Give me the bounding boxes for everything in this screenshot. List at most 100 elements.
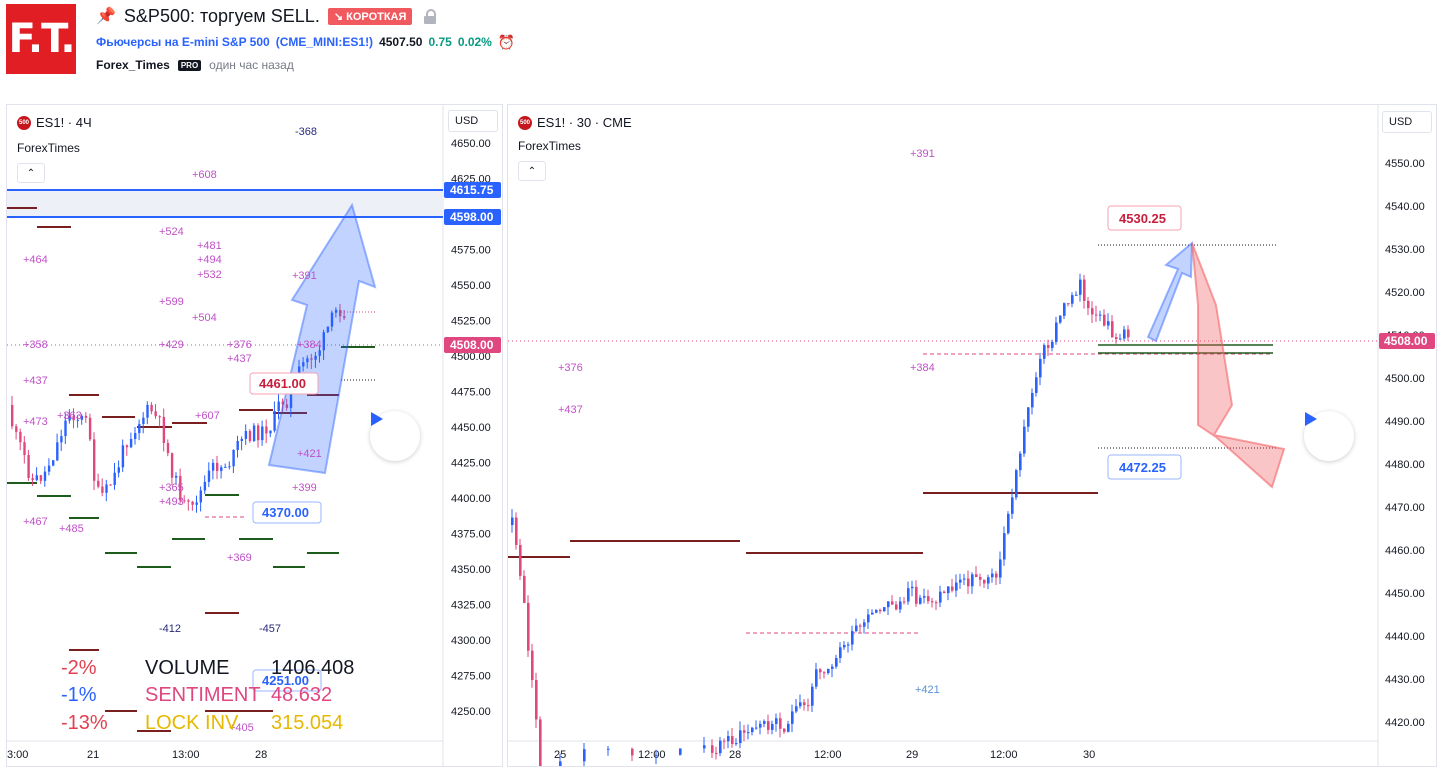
- x-tick-label: 28: [729, 749, 741, 761]
- stat-name: VOLUME: [145, 657, 229, 679]
- y-tick-label: 4450.00: [451, 422, 491, 434]
- candle-body: [827, 668, 830, 674]
- price-badge-box: [1379, 333, 1435, 349]
- candle-body: [583, 749, 586, 762]
- level-label: +437: [227, 353, 252, 365]
- candle-body: [919, 597, 922, 604]
- candle-body: [138, 423, 141, 434]
- y-tick-label: 4540.00: [1385, 201, 1425, 213]
- level-label: +599: [159, 296, 184, 308]
- candle-body: [519, 544, 522, 576]
- candle-body: [755, 727, 758, 729]
- collapse-button[interactable]: ⌃: [17, 163, 45, 183]
- symbol-code-link[interactable]: (CME_MINI:ES1!): [275, 35, 374, 49]
- candle-body: [248, 430, 252, 442]
- candle-body: [211, 462, 215, 471]
- play-button[interactable]: [370, 411, 420, 461]
- candle-body: [183, 500, 186, 502]
- idea-title: S&P500: торгуем SELL.: [123, 5, 320, 26]
- y-tick-label: 4300.00: [451, 635, 491, 647]
- level-label: +493: [159, 496, 184, 508]
- candle-body: [923, 596, 926, 598]
- candle-body: [991, 573, 994, 578]
- candle-body: [195, 502, 198, 505]
- right-chart-pane[interactable]: 4550.004540.004530.004520.004510.004500.…: [507, 104, 1437, 767]
- candle-body: [863, 622, 866, 627]
- candle-body: [76, 419, 79, 421]
- candle-body: [763, 721, 766, 724]
- candle-body: [199, 490, 202, 503]
- alarm-clock-icon[interactable]: ⏰: [497, 33, 516, 50]
- level-label: +607: [195, 410, 220, 422]
- level-label: +504: [192, 312, 217, 324]
- published-time: один час назад: [209, 58, 294, 72]
- level-label: -457: [259, 623, 281, 635]
- candle-body: [607, 748, 610, 750]
- candle-body: [751, 727, 754, 733]
- candle-body: [306, 358, 309, 363]
- y-tick-label: 4430.00: [1385, 674, 1425, 686]
- candle-body: [727, 736, 730, 742]
- price-callout-box: [1107, 454, 1182, 480]
- candle-body: [39, 475, 43, 481]
- candle-body: [719, 740, 722, 754]
- level-label: +481: [197, 240, 222, 252]
- level-label: +391: [292, 270, 317, 282]
- left-symbol-label[interactable]: 500 ES1! · 4Ч: [17, 115, 92, 130]
- resistance-zone: [7, 190, 443, 217]
- candle-body: [947, 586, 950, 594]
- symbol-row: Фьючерсы на E-mini S&P 500 (CME_MINI:ES1…: [96, 34, 515, 50]
- candle-body: [203, 481, 207, 491]
- candle-body: [129, 438, 133, 448]
- candle-body: [285, 404, 289, 408]
- currency-selector[interactable]: USD: [448, 110, 498, 132]
- candle-body: [240, 438, 243, 441]
- left-chart-pane[interactable]: 4650.004625.004600.004575.004550.004525.…: [6, 104, 503, 767]
- candle-body: [339, 309, 342, 317]
- collapse-button[interactable]: ⌃: [518, 161, 546, 181]
- candle-body: [187, 500, 190, 502]
- candle-body: [859, 625, 862, 627]
- symbol-name-link[interactable]: Фьючерсы на E-mini S&P 500: [96, 35, 270, 49]
- y-tick-label: 4420.00: [1385, 717, 1425, 729]
- candle-body: [318, 350, 321, 356]
- candle-body: [117, 467, 120, 473]
- candle-body: [987, 577, 990, 584]
- candle-body: [655, 754, 658, 756]
- candle-body: [1107, 321, 1110, 326]
- candle-body: [743, 730, 746, 733]
- author-name[interactable]: Forex_Times: [96, 58, 170, 72]
- y-tick-label: 4425.00: [451, 458, 491, 470]
- candle-body: [971, 574, 974, 587]
- price-badge-text: 4508.00: [1384, 334, 1428, 348]
- play-button[interactable]: [1304, 411, 1354, 461]
- candle-body: [273, 411, 276, 431]
- candle-body: [711, 745, 714, 753]
- right-chart-canvas[interactable]: 4550.004540.004530.004520.004510.004500.…: [508, 105, 1436, 766]
- forex-times-logo[interactable]: F.T.: [6, 4, 76, 74]
- candle-body: [154, 411, 157, 417]
- candle-body: [875, 609, 878, 613]
- candle-body: [310, 358, 313, 360]
- candle-body: [1031, 392, 1034, 408]
- level-label: +608: [192, 169, 217, 181]
- level-label: +437: [23, 375, 48, 387]
- level-label: +384: [910, 362, 935, 374]
- level-label: +365: [159, 482, 184, 494]
- right-symbol-label[interactable]: 500 ES1! · 30 · CME: [518, 115, 632, 130]
- y-tick-label: 4480.00: [1385, 459, 1425, 471]
- candle-body: [879, 609, 882, 612]
- price-callout-text: 4370.00: [262, 505, 309, 520]
- x-tick-label: 12:00: [990, 749, 1018, 761]
- candle-body: [191, 501, 194, 505]
- candle-body: [867, 614, 870, 623]
- candle-body: [995, 573, 998, 578]
- currency-selector[interactable]: USD: [1382, 111, 1432, 133]
- x-tick-label: 12:00: [814, 749, 842, 761]
- left-chart-canvas[interactable]: 4650.004625.004600.004575.004550.004525.…: [7, 105, 502, 766]
- candle-body: [855, 625, 858, 632]
- y-tick-label: 4530.00: [1385, 244, 1425, 256]
- candle-body: [715, 752, 718, 754]
- candle-body: [334, 309, 338, 313]
- price-badge-text: 4615.75: [450, 183, 494, 197]
